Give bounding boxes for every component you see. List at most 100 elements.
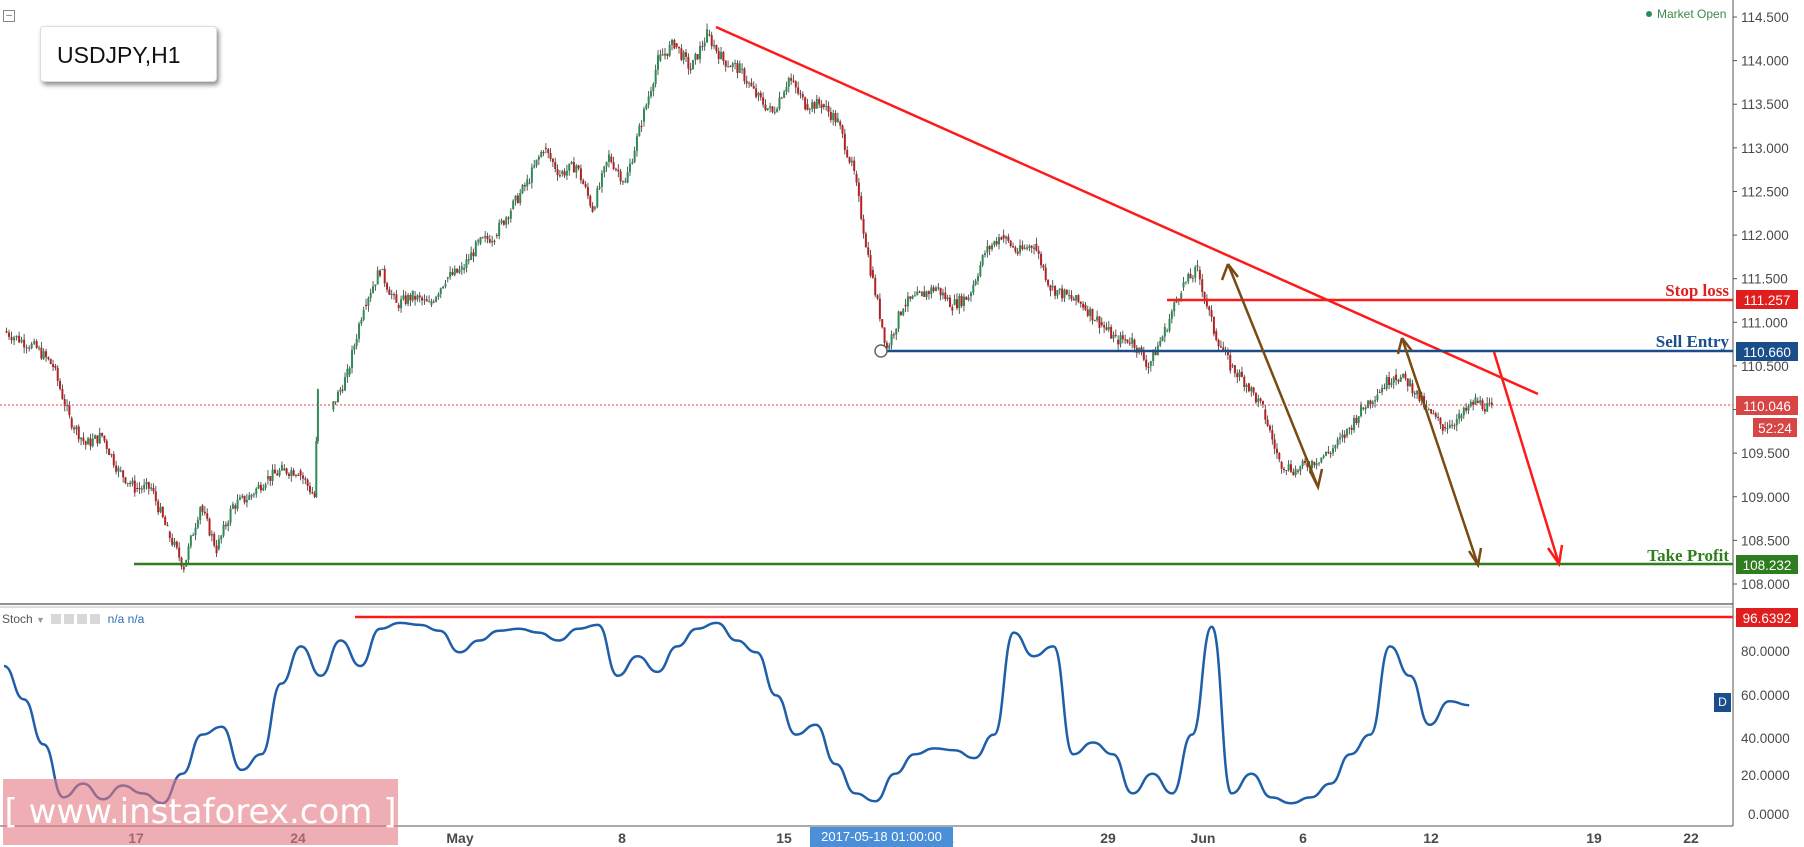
- candle-body: [1030, 245, 1033, 248]
- collapse-button[interactable]: –: [3, 10, 15, 22]
- candle-body: [1301, 460, 1304, 467]
- candle-body: [741, 68, 744, 70]
- candle-body: [259, 484, 262, 491]
- candle-body: [1091, 308, 1094, 321]
- candle-body: [906, 296, 909, 307]
- candle-body: [759, 93, 762, 98]
- stoch-title[interactable]: Stoch: [2, 612, 33, 626]
- candle-body: [101, 432, 104, 436]
- candle-body: [932, 287, 935, 292]
- candle-body: [1357, 416, 1360, 424]
- candle-body: [579, 168, 582, 181]
- candle-body: [278, 470, 281, 476]
- arrow-2-down-head: [1467, 547, 1483, 569]
- candle-body: [537, 156, 540, 160]
- price-tick-label: 111.500: [1741, 272, 1788, 287]
- candle-body: [738, 63, 741, 73]
- candle-body: [346, 368, 349, 378]
- candle-body: [56, 367, 59, 381]
- close-icon[interactable]: [90, 614, 101, 624]
- candle-body: [1121, 335, 1124, 340]
- candle-body: [572, 161, 575, 173]
- candle-body: [308, 485, 311, 493]
- candle-body: [77, 426, 80, 440]
- candle-body: [1287, 464, 1290, 471]
- candle-body: [554, 161, 557, 170]
- candle-body: [203, 511, 206, 514]
- time-tick-label: 8: [618, 830, 626, 846]
- candle-body: [981, 255, 984, 265]
- candle-body: [848, 157, 851, 163]
- candle-body: [1187, 273, 1190, 282]
- candle-body: [757, 93, 760, 96]
- candle-body: [49, 359, 52, 365]
- candle-body: [787, 77, 790, 87]
- candle-body: [402, 295, 405, 300]
- candle-body: [105, 440, 108, 449]
- candle-body: [1336, 439, 1339, 446]
- candle-body: [264, 484, 267, 488]
- visibility-icon[interactable]: [64, 614, 75, 624]
- candle-body: [348, 367, 351, 375]
- candle-body: [1413, 393, 1416, 395]
- candle-body: [285, 468, 288, 474]
- candle-body: [488, 239, 491, 243]
- candle-body: [542, 151, 545, 153]
- candle-body: [530, 167, 533, 183]
- stoch-tick-20: 20.0000: [1741, 768, 1790, 783]
- candle-body: [582, 180, 585, 185]
- current-price-tag: [1736, 396, 1798, 415]
- candle-body: [1063, 289, 1066, 299]
- candle-body: [820, 104, 823, 108]
- candle-body: [1455, 418, 1458, 426]
- candle-body: [556, 169, 559, 176]
- candle-body: [717, 51, 720, 60]
- price-tick-label: 108.500: [1741, 533, 1790, 548]
- candle-body: [61, 388, 64, 400]
- candle-body: [45, 351, 48, 358]
- candle-body: [287, 473, 290, 477]
- candle-body: [126, 482, 129, 484]
- candle-body: [234, 505, 237, 509]
- candle-body: [633, 150, 636, 163]
- candle-body: [143, 484, 146, 490]
- candle-body: [722, 51, 725, 62]
- candle-body: [40, 347, 43, 359]
- candle-body: [631, 162, 634, 164]
- candle-body: [407, 295, 410, 304]
- candle-body: [1490, 402, 1493, 406]
- candle-body: [1383, 387, 1386, 389]
- candle-body: [1346, 428, 1349, 436]
- candle-body: [1441, 424, 1444, 431]
- candle-body: [1231, 365, 1234, 367]
- candle-body: [360, 319, 363, 324]
- candle-body: [1168, 318, 1171, 331]
- candle-body: [612, 162, 615, 169]
- price-tick-label: 114.000: [1741, 54, 1789, 69]
- candle-body: [1434, 413, 1437, 417]
- candle-body: [535, 159, 538, 166]
- candle-body: [1142, 351, 1145, 360]
- candle-body: [8, 332, 11, 337]
- candle-body: [904, 304, 907, 307]
- candle-body: [1243, 376, 1246, 387]
- stoch-dropdown-icon[interactable]: ▼: [36, 615, 45, 625]
- candle-body: [883, 327, 886, 343]
- add-icon[interactable]: [77, 614, 88, 624]
- settings-icon[interactable]: [51, 614, 62, 624]
- candle-body: [54, 365, 57, 368]
- candle-body: [168, 531, 171, 539]
- watermark: [ www.instaforex.com ]: [3, 779, 398, 845]
- candle-body: [1196, 265, 1199, 268]
- candle-body: [416, 295, 419, 300]
- candle-body: [664, 53, 667, 56]
- candle-body: [353, 345, 356, 350]
- candle-body: [1266, 419, 1269, 426]
- candle-body: [1068, 295, 1071, 297]
- candle-body: [603, 166, 606, 174]
- candle-body: [465, 259, 468, 269]
- candle-body: [773, 111, 776, 113]
- candle-body: [91, 438, 94, 447]
- candle-body: [528, 182, 531, 184]
- projection-arrow-head: [1546, 544, 1564, 568]
